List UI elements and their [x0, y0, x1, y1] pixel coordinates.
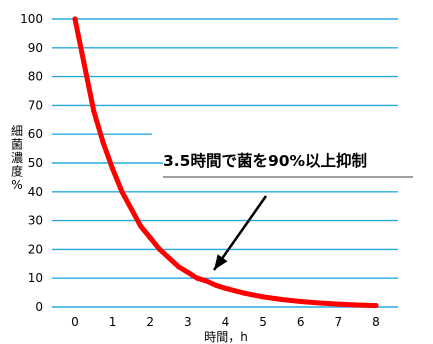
data-point — [298, 299, 304, 305]
data-point — [373, 303, 379, 309]
y-tick-label: 90 — [28, 41, 43, 55]
data-point — [223, 285, 228, 291]
y-tick-label: 60 — [28, 127, 43, 141]
y-axis-label-char: 濃 — [11, 151, 23, 165]
y-axis-label-char: 細 — [11, 124, 23, 138]
data-point — [157, 246, 163, 252]
y-axis-label-char: 度 — [11, 164, 23, 179]
y-axis-label-char: % — [11, 178, 22, 192]
x-tick-label: 3 — [184, 315, 192, 329]
data-point — [175, 264, 181, 270]
x-axis-label: 時間，h — [204, 330, 248, 344]
data-point — [81, 62, 87, 68]
data-point — [194, 275, 200, 281]
annotation-arrowhead — [214, 254, 228, 270]
x-tick-label: 5 — [259, 315, 267, 329]
data-point — [128, 206, 134, 212]
annotation-text: 3.5時間で菌を90%以上抑制 — [163, 151, 367, 170]
annotation-background — [163, 140, 413, 180]
x-tick-label: 8 — [372, 315, 380, 329]
x-tick-label: 2 — [146, 315, 154, 329]
data-point — [317, 300, 323, 306]
x-tick-labels: 0 1 2 3 4 5 6 7 8 — [71, 315, 380, 329]
data-point — [204, 278, 210, 284]
data-point — [335, 301, 341, 307]
y-tick-label: 100 — [20, 12, 43, 26]
annotation-arrow — [212, 195, 268, 271]
y-tick-label: 40 — [28, 185, 43, 199]
x-tick-label: 0 — [71, 315, 79, 329]
annotation: 3.5時間で菌を90%以上抑制 — [163, 140, 413, 271]
data-point — [260, 294, 266, 300]
data-point — [354, 302, 360, 308]
data-point — [119, 189, 125, 195]
y-tick-label: 70 — [28, 98, 43, 112]
y-tick-label: 20 — [28, 242, 43, 256]
data-point — [91, 108, 97, 114]
series-group — [72, 16, 379, 309]
y-tick-label: 0 — [35, 300, 43, 314]
data-point — [241, 290, 247, 296]
y-tick-label: 50 — [28, 156, 43, 170]
data-point — [110, 166, 116, 172]
data-point — [279, 297, 285, 303]
x-tick-label: 1 — [109, 315, 117, 329]
data-point — [138, 223, 144, 229]
x-tick-label: 4 — [222, 315, 230, 329]
y-axis-label-char: 菌 — [11, 138, 23, 152]
x-tick-label: 7 — [335, 315, 343, 329]
y-tick-labels: 0 10 20 30 40 50 60 70 80 90 100 — [20, 12, 43, 314]
data-point — [185, 269, 191, 275]
y-tick-label: 10 — [28, 271, 43, 285]
y-tick-label: 30 — [28, 214, 43, 228]
data-point — [166, 255, 172, 261]
y-tick-label: 80 — [28, 70, 43, 84]
data-point — [147, 235, 153, 241]
data-point — [72, 16, 78, 22]
data-point — [213, 282, 219, 288]
x-tick-label: 6 — [297, 315, 305, 329]
data-point — [100, 140, 106, 146]
